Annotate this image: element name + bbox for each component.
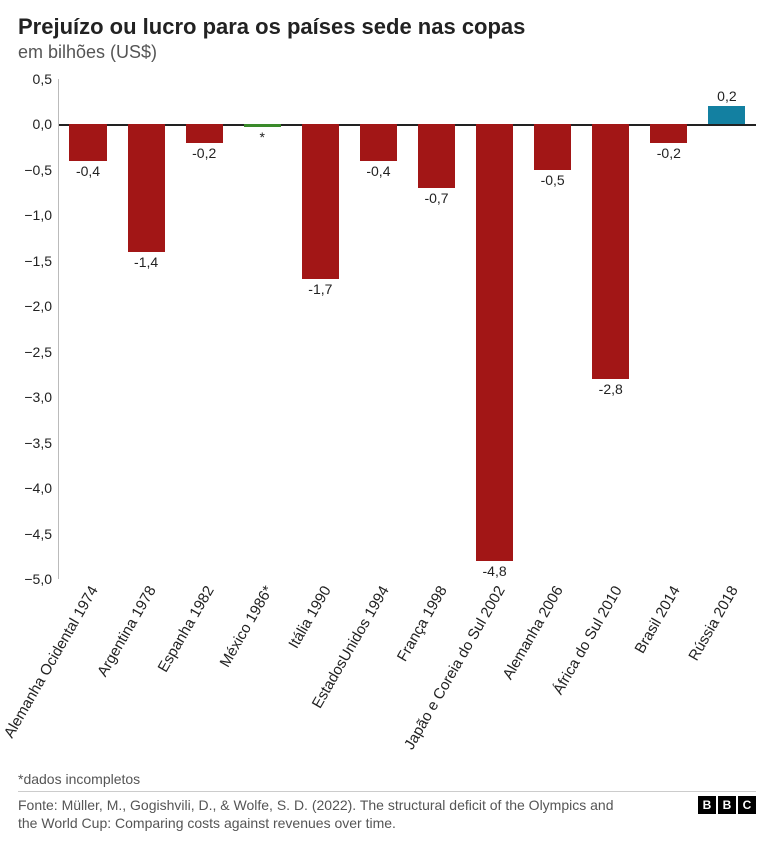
bar: [128, 124, 165, 251]
bar-slot: -1,4: [117, 79, 175, 579]
bar: [186, 124, 223, 142]
bar: [708, 106, 745, 124]
bar-value-label: -1,7: [308, 281, 332, 297]
x-label-slot: EstadosUnidos 1994: [349, 579, 407, 769]
bar: [476, 124, 513, 560]
bar-slot: *: [233, 79, 291, 579]
bar-slot: -0,5: [524, 79, 582, 579]
x-label-slot: México 1986*: [233, 579, 291, 769]
bar-slot: -0,2: [175, 79, 233, 579]
y-tick: 0,5: [33, 71, 52, 87]
bar-value-label: -0,2: [657, 145, 681, 161]
bar-slot: -0,4: [349, 79, 407, 579]
bar-value-label: -0,5: [541, 172, 565, 188]
bar-slot: -0,7: [407, 79, 465, 579]
x-label: Alemanha Ocidental 1974: [1, 583, 102, 741]
x-label-slot: Rússia 2018: [698, 579, 756, 769]
chart-subtitle: em bilhões (US$): [18, 42, 756, 63]
bar-slot: 0,2: [698, 79, 756, 579]
y-axis: 0,50,0−0,5−1,0−1,5−2,0−2,5−3,0−3,5−4,0−4…: [18, 79, 58, 579]
bar-value-label: -0,4: [366, 163, 390, 179]
chart-area: 0,50,0−0,5−1,0−1,5−2,0−2,5−3,0−3,5−4,0−4…: [18, 79, 756, 579]
bar-value-label: -4,8: [483, 563, 507, 579]
y-tick: −5,0: [24, 571, 52, 587]
bar-slot: -4,8: [466, 79, 524, 579]
y-tick: −1,0: [24, 207, 52, 223]
bar: [418, 124, 455, 188]
y-tick: −4,5: [24, 526, 52, 542]
source-text: Fonte: Müller, M., Gogishvili, D., & Wol…: [18, 796, 618, 832]
bar: [534, 124, 571, 169]
bar-slot: -0,2: [640, 79, 698, 579]
bar-value-label: -0,4: [76, 163, 100, 179]
x-label-slot: Argentina 1978: [116, 579, 174, 769]
x-label: Brasil 2014: [631, 583, 683, 656]
bbc-logo-c: C: [738, 796, 756, 814]
source-row: Fonte: Müller, M., Gogishvili, D., & Wol…: [18, 791, 756, 832]
plot: -0,4 -1,4 -0,2 * -1,7 -0,4 -0,7 -4,8 -0,5 -2,8 -0,…: [58, 79, 756, 579]
bar-value-label: -1,4: [134, 254, 158, 270]
bar-slot: -0,4: [59, 79, 117, 579]
x-label: Itália 1990: [285, 583, 334, 651]
bbc-logo-b1: B: [698, 796, 716, 814]
bars-container: -0,4 -1,4 -0,2 * -1,7 -0,4 -0,7 -4,8 -0,5 -2,8 -0,…: [59, 79, 756, 579]
y-tick: −2,5: [24, 344, 52, 360]
x-label-slot: África do Sul 2010: [582, 579, 640, 769]
y-tick: −4,0: [24, 480, 52, 496]
bar-value-label: -2,8: [599, 381, 623, 397]
bar-slot: -1,7: [291, 79, 349, 579]
chart-title: Prejuízo ou lucro para os países sede na…: [18, 14, 756, 40]
x-axis-labels: Alemanha Ocidental 1974Argentina 1978Esp…: [58, 579, 756, 769]
x-label-slot: Espanha 1982: [174, 579, 232, 769]
bar: [69, 124, 106, 160]
y-tick: −1,5: [24, 253, 52, 269]
bbc-logo: B B C: [698, 796, 756, 814]
bar-value-label: -0,7: [424, 190, 448, 206]
bar: [650, 124, 687, 142]
x-label-slot: Brasil 2014: [640, 579, 698, 769]
y-tick: −3,5: [24, 435, 52, 451]
y-tick: −2,0: [24, 298, 52, 314]
y-tick: −0,5: [24, 162, 52, 178]
bar-value-label: *: [260, 129, 265, 145]
y-tick: −3,0: [24, 389, 52, 405]
bar: [302, 124, 339, 279]
bar: [360, 124, 397, 160]
bar: [244, 124, 281, 127]
y-tick: 0,0: [33, 116, 52, 132]
footnote: *dados incompletos: [18, 771, 756, 787]
bbc-logo-b2: B: [718, 796, 736, 814]
bar: [592, 124, 629, 379]
bar-value-label: 0,2: [717, 88, 736, 104]
bar-value-label: -0,2: [192, 145, 216, 161]
bar-slot: -2,8: [582, 79, 640, 579]
